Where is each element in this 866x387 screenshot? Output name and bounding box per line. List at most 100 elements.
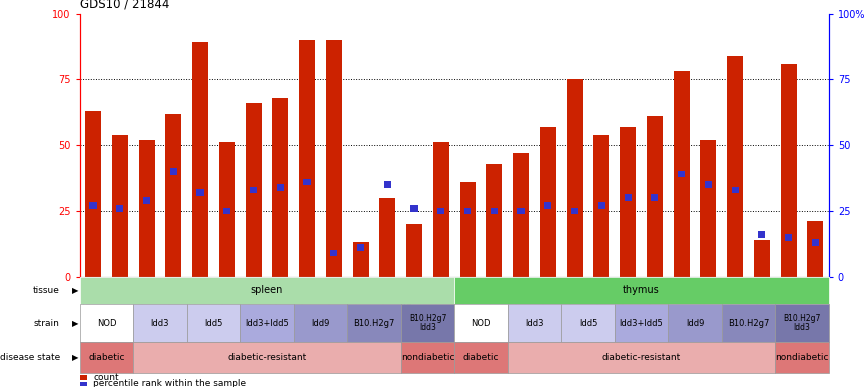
Text: thymus: thymus — [624, 285, 660, 295]
Text: disease state: disease state — [0, 353, 60, 363]
Bar — [651, 195, 658, 201]
Bar — [780, 63, 797, 277]
Text: diabetic-resistant: diabetic-resistant — [602, 353, 682, 363]
Bar — [544, 202, 552, 209]
Bar — [437, 207, 444, 214]
Bar — [454, 304, 507, 342]
Bar — [116, 205, 124, 212]
Text: count: count — [94, 373, 119, 382]
Text: ▶: ▶ — [72, 353, 79, 363]
Text: diabetic: diabetic — [88, 353, 125, 363]
Text: strain: strain — [34, 319, 60, 328]
Bar — [624, 195, 631, 201]
Text: NOD: NOD — [97, 319, 116, 328]
Text: tissue: tissue — [33, 286, 60, 295]
Bar — [460, 182, 475, 277]
Bar — [85, 111, 101, 277]
Bar — [785, 234, 792, 241]
Bar — [379, 198, 396, 277]
Bar — [352, 243, 369, 277]
Bar — [807, 221, 824, 277]
Text: ldd9: ldd9 — [311, 319, 330, 328]
Bar — [593, 135, 610, 277]
Bar — [507, 342, 775, 373]
Bar — [705, 181, 712, 188]
Text: B10.H2g7
ldd3: B10.H2g7 ldd3 — [409, 314, 446, 332]
Text: B10.H2g7: B10.H2g7 — [727, 319, 769, 328]
Bar — [299, 40, 315, 277]
Bar — [240, 304, 294, 342]
Bar — [272, 98, 288, 277]
Bar — [294, 304, 347, 342]
Text: nondiabetic: nondiabetic — [401, 353, 454, 363]
Bar — [615, 304, 669, 342]
Bar — [669, 304, 721, 342]
Text: ldd9: ldd9 — [686, 319, 704, 328]
Text: ▶: ▶ — [72, 286, 79, 295]
Bar — [170, 168, 177, 175]
Bar — [197, 189, 204, 196]
Bar — [518, 207, 525, 214]
Bar — [89, 202, 97, 209]
Bar — [598, 202, 605, 209]
Bar — [454, 342, 507, 373]
Text: ▶: ▶ — [72, 319, 79, 328]
Text: diabetic-resistant: diabetic-resistant — [227, 353, 307, 363]
Bar — [80, 304, 133, 342]
Text: percentile rank within the sample: percentile rank within the sample — [94, 379, 247, 387]
Bar — [487, 164, 502, 277]
Bar — [721, 304, 775, 342]
Bar — [357, 245, 365, 251]
Bar — [192, 43, 208, 277]
Bar — [433, 142, 449, 277]
Bar — [112, 135, 128, 277]
Text: NOD: NOD — [471, 319, 491, 328]
Bar — [80, 375, 87, 380]
Bar — [326, 40, 342, 277]
Bar — [80, 277, 454, 304]
Bar — [727, 56, 743, 277]
Text: ldd3+ldd5: ldd3+ldd5 — [619, 319, 663, 328]
Bar — [277, 184, 284, 190]
Bar — [250, 187, 257, 193]
Bar — [561, 304, 615, 342]
Bar — [330, 250, 338, 256]
Text: ldd5: ldd5 — [578, 319, 598, 328]
Bar — [133, 342, 401, 373]
Bar — [187, 304, 240, 342]
Bar — [775, 304, 829, 342]
Bar — [246, 103, 262, 277]
Bar — [219, 142, 235, 277]
Bar — [406, 224, 422, 277]
Bar — [566, 79, 583, 277]
Bar — [759, 231, 766, 238]
Bar — [143, 197, 150, 204]
Bar — [384, 181, 391, 188]
Bar — [811, 239, 819, 246]
Text: ldd5: ldd5 — [204, 319, 223, 328]
Bar — [491, 207, 498, 214]
Bar — [571, 207, 578, 214]
Bar — [139, 140, 154, 277]
Text: B10.H2g7: B10.H2g7 — [353, 319, 395, 328]
Text: diabetic: diabetic — [462, 353, 499, 363]
Text: spleen: spleen — [251, 285, 283, 295]
Text: nondiabetic: nondiabetic — [775, 353, 829, 363]
Bar — [540, 127, 556, 277]
Bar — [678, 171, 685, 177]
Text: ldd3: ldd3 — [151, 319, 169, 328]
Bar — [647, 116, 662, 277]
Bar — [347, 304, 401, 342]
Bar — [620, 127, 637, 277]
Bar — [507, 304, 561, 342]
Bar — [80, 342, 133, 373]
Bar — [303, 179, 311, 185]
Bar — [80, 382, 87, 385]
Bar — [464, 207, 471, 214]
Bar — [775, 342, 829, 373]
Bar — [701, 140, 716, 277]
Bar — [401, 342, 454, 373]
Bar — [753, 240, 770, 277]
Text: ldd3: ldd3 — [525, 319, 544, 328]
Bar — [732, 187, 739, 193]
